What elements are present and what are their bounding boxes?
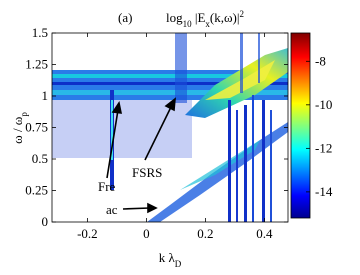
- y-axis-label: ω / ωp: [10, 112, 29, 144]
- x-tick-label: -0.2: [77, 226, 98, 241]
- text-part: D: [175, 259, 182, 269]
- text-part: |E: [192, 10, 206, 25]
- panel-label: (a): [118, 10, 132, 25]
- y-tick-label: 1.25: [25, 57, 48, 72]
- text-part: ω / ω: [10, 116, 25, 144]
- annotation: FSRS: [132, 165, 162, 180]
- colorbar-tick-label: -10: [315, 97, 332, 112]
- colorbar-tick-label: -12: [315, 140, 332, 155]
- text-part: (k,ω)|: [210, 10, 240, 25]
- x-axis-label: k λD: [159, 250, 182, 269]
- colorbar-tick-label: -14: [315, 184, 333, 199]
- y-tick-label: 0: [42, 214, 49, 229]
- x-tick-label: 0: [143, 226, 150, 241]
- y-tick-label: 0.5: [32, 151, 48, 166]
- y-tick-label: 1: [42, 88, 49, 103]
- y-tick-label: 0.75: [25, 120, 48, 135]
- y-tick-label: 1.5: [32, 25, 48, 40]
- annotation: Fre: [98, 179, 116, 194]
- arrows: [106, 97, 176, 214]
- colorbar-tick-label: -8: [315, 53, 326, 68]
- y-tick-label: 0.25: [25, 183, 48, 198]
- text-part: 10: [183, 19, 193, 29]
- text-part: 2: [240, 9, 245, 19]
- text-part: p: [19, 112, 29, 117]
- colorbar: [290, 32, 311, 219]
- text-part: log: [166, 10, 183, 25]
- heatmap-image: [52, 33, 288, 222]
- x-tick-label: 0.4: [256, 226, 273, 241]
- text-part: x: [205, 19, 210, 29]
- annotation: ac: [106, 202, 118, 217]
- x-tick-label: 0.2: [197, 226, 213, 241]
- chart-title: log10 |Ex(k,ω)|2: [166, 9, 244, 29]
- text-part: k λ: [159, 250, 176, 265]
